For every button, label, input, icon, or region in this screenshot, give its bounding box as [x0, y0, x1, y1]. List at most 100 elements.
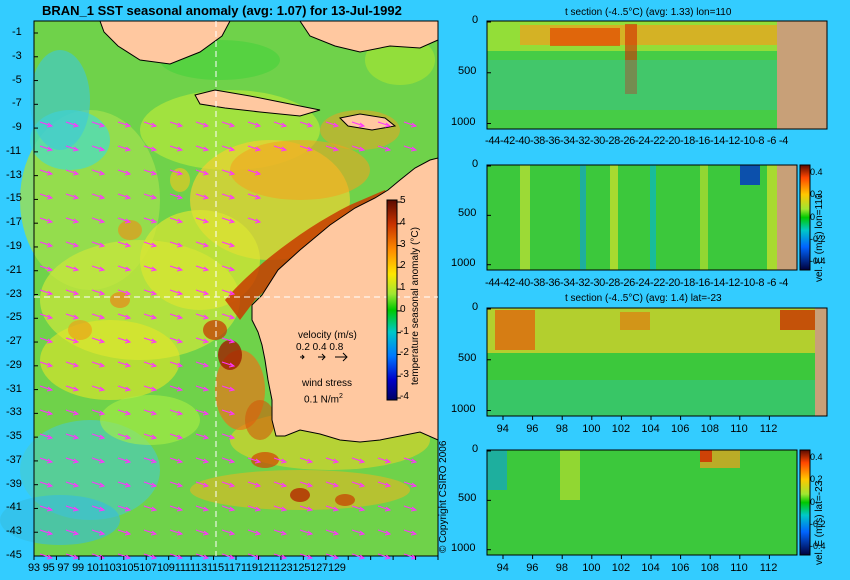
wind-arrow: [299, 145, 314, 152]
wind-arrow: [91, 505, 106, 512]
wind-arrow: [117, 409, 132, 416]
wind-arrow: [91, 169, 106, 176]
wind-legend-value: 0.1 N/m2: [304, 393, 343, 405]
wind-arrow: [91, 121, 106, 128]
wind-arrow: [377, 481, 392, 488]
section-x-tick-label: 104: [641, 423, 660, 435]
wind-arrow: [325, 505, 340, 512]
lat-tick-label: -31: [6, 382, 22, 395]
wind-arrow: [299, 457, 314, 464]
wind-arrow: [377, 553, 392, 560]
wind-arrow: [325, 529, 340, 536]
section-x-tick-label: 100: [582, 423, 601, 435]
velocity-colorbar-tick-label: -0.4: [810, 541, 826, 551]
wind-arrow: [195, 385, 210, 392]
sst-colorbar-label: temperature seasonal anomaly (°C): [410, 227, 421, 385]
wind-arrow: [39, 409, 54, 416]
wind-arrow: [117, 337, 132, 344]
wind-arrow: [195, 289, 210, 296]
section-panels: [486, 20, 828, 556]
velocity-legend-values: 0.2 0.4 0.8: [296, 342, 344, 353]
section-x-tick-label: 100: [582, 562, 601, 574]
velocity-legend-title: velocity (m/s): [298, 330, 357, 341]
wind-arrow: [247, 529, 262, 536]
wind-arrow: [273, 505, 288, 512]
wind-arrow: [403, 529, 418, 536]
wind-arrow: [65, 289, 80, 296]
section-x-tick-label: 108: [700, 423, 719, 435]
section-y-tick-label: 1000: [451, 115, 476, 128]
wind-arrow: [221, 361, 236, 368]
wind-arrow: [351, 121, 366, 128]
wind-arrow: [91, 409, 106, 416]
wind-arrow: [221, 481, 236, 488]
wind-arrow: [169, 457, 184, 464]
lat-tick-label: -3: [12, 49, 22, 62]
section-y-tick-label: 1000: [451, 541, 476, 554]
wind-legend-amount: 0.1 N/m: [304, 394, 340, 406]
wind-arrow: [91, 145, 106, 152]
wind-arrow: [221, 529, 236, 536]
wind-arrow: [351, 481, 366, 488]
wind-arrow: [273, 121, 288, 128]
sst-map: [0, 21, 438, 556]
sst-colorbar-tick-label: -1: [400, 325, 409, 337]
wind-arrow: [117, 265, 132, 272]
sst-colorbar-tick-label: 2: [400, 260, 406, 272]
wind-arrow: [195, 481, 210, 488]
velocity-colorbar-tick-label: 0: [810, 496, 816, 507]
sst-colorbar-tick-label: 1: [400, 282, 406, 294]
wind-arrow: [273, 481, 288, 488]
wind-arrow: [143, 457, 158, 464]
section-x-tick-label: 106: [671, 423, 690, 435]
wind-arrow: [65, 553, 80, 560]
wind-arrow: [221, 265, 236, 272]
wind-arrow: [143, 193, 158, 200]
wind-arrow: [169, 361, 184, 368]
wind-arrow: [143, 409, 158, 416]
wind-arrow: [117, 169, 132, 176]
wind-arrow: [325, 553, 340, 560]
wind-arrow: [169, 505, 184, 512]
wind-arrow: [195, 553, 210, 560]
lat-tick-label: -45: [6, 549, 22, 561]
wind-arrow: [221, 337, 236, 344]
section-y-tick-label: 1000: [451, 256, 476, 269]
section-y-tick-label: 500: [458, 351, 477, 364]
wind-arrow: [247, 121, 262, 128]
wind-arrow: [91, 481, 106, 488]
wind-arrow: [273, 529, 288, 536]
wind-arrow: [299, 553, 314, 560]
wind-arrow: [39, 361, 54, 368]
wind-arrow: [247, 169, 262, 176]
lat-tick-label: -29: [6, 358, 22, 371]
wind-arrow: [39, 457, 54, 464]
velocity-colorbar-tick-label: -0.2: [810, 518, 826, 529]
wind-arrow: [91, 337, 106, 344]
wind-arrow: [221, 145, 236, 152]
wind-legend-exponent: 2: [339, 393, 343, 400]
wind-arrow: [299, 505, 314, 512]
section-axis-ticks: [487, 21, 770, 559]
section-x-tick-label: 94: [496, 562, 509, 574]
wind-arrow: [325, 145, 340, 152]
wind-arrow: [403, 457, 418, 464]
section4-colorbar-label: vel. E (m/s) lat=-23: [814, 480, 825, 565]
section-x-tick-label: 104: [641, 562, 660, 574]
wind-arrow: [169, 145, 184, 152]
lat-tick-label: -41: [6, 501, 22, 514]
wind-arrow: [143, 169, 158, 176]
wind-arrow: [195, 217, 210, 224]
section-y-tick-label: 1000: [451, 402, 476, 415]
wind-arrow: [169, 409, 184, 416]
wind-arrow: [39, 337, 54, 344]
wind-arrow: [117, 313, 132, 320]
wind-arrow: [403, 505, 418, 512]
section-y-tick-label: 500: [458, 207, 477, 220]
section-y-tick-label: 0: [472, 158, 479, 170]
section-x-tick-label: 96: [526, 423, 539, 435]
wind-arrow: [39, 169, 54, 176]
wind-arrow: [39, 385, 54, 392]
wind-arrow: [169, 289, 184, 296]
wind-arrow: [195, 145, 210, 152]
